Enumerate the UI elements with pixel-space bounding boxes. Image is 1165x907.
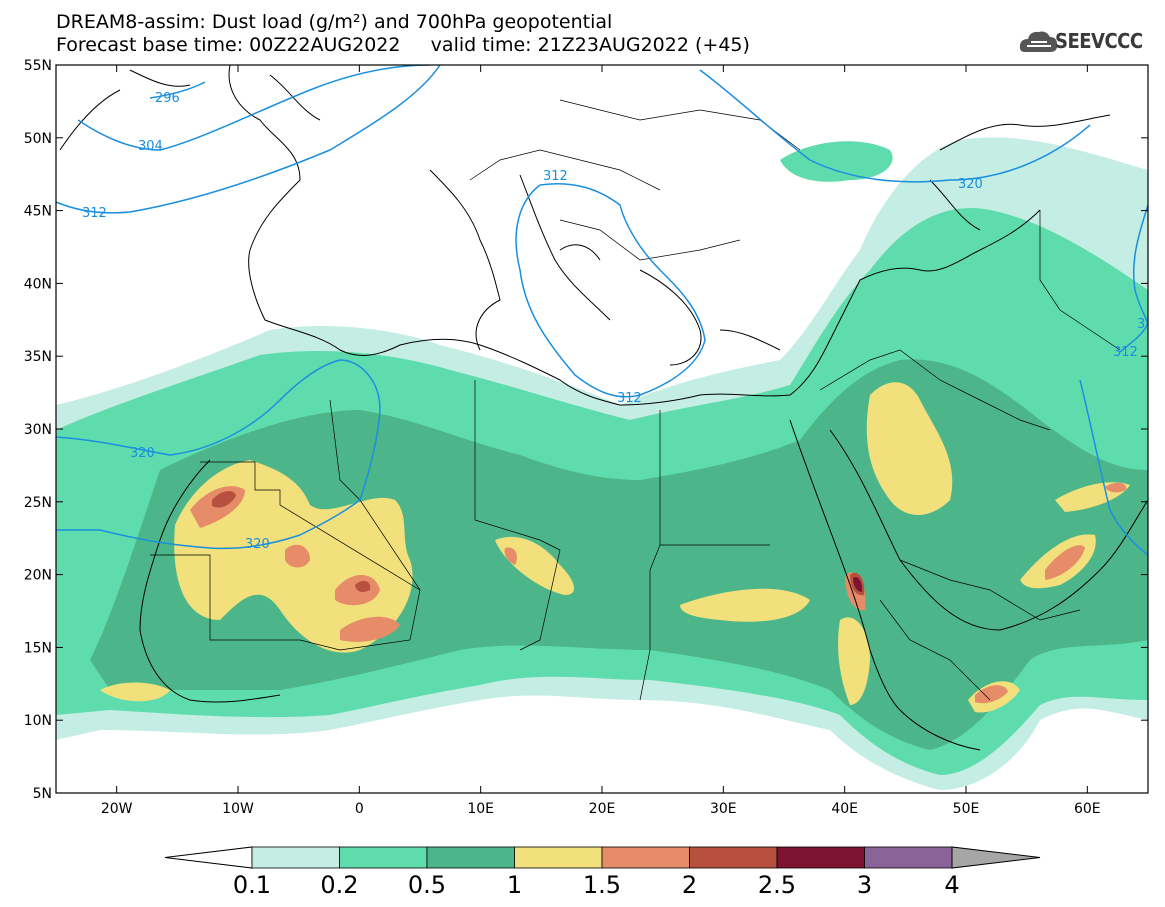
lat-tick-label: 5N xyxy=(33,786,52,802)
dust-band-1.5-west2 xyxy=(285,544,310,568)
dust-band-1.5-niger xyxy=(340,616,400,642)
contour-label-312-c: 312 xyxy=(617,391,642,406)
dust-band-1.5-gulf xyxy=(1105,482,1127,493)
lon-tick-label: 0 xyxy=(355,801,364,817)
map-title: DREAM8-assim: Dust load (g/m²) and 700hP… xyxy=(56,11,613,33)
dust-band-1.5-chad xyxy=(504,547,517,565)
contour-label-312-a: 312 xyxy=(82,206,107,221)
dust-band-1.5-oman xyxy=(1045,545,1085,580)
dust-band-1-redsea xyxy=(838,617,870,705)
lon-tick-label: 60E xyxy=(1074,801,1101,817)
colorbar-label: 2.5 xyxy=(758,871,796,899)
contour-320-east xyxy=(699,69,1091,183)
lat-tick-label: 55N xyxy=(24,58,52,74)
lat-tick-label: 25N xyxy=(24,495,52,511)
contour-312-center xyxy=(515,182,706,398)
lon-tick-label: 10W xyxy=(222,801,254,817)
colorbar-label: 0.1 xyxy=(233,871,271,899)
colorbar-low-arrow xyxy=(164,846,253,869)
lon-tick-label: 50E xyxy=(953,801,980,817)
contour-320-west xyxy=(56,359,381,550)
contour-1148-top xyxy=(1132,204,1148,326)
logo-text: SEEVCCC xyxy=(1055,29,1143,53)
colorbar-swatch xyxy=(601,846,690,869)
lon-tick-label: 30E xyxy=(710,801,737,817)
dust-band-2-mali xyxy=(355,580,371,593)
colorbar-swatch xyxy=(251,846,340,869)
lat-tick-label: 45N xyxy=(24,204,52,220)
contour-label-296: 296 xyxy=(155,91,180,106)
contour-label-320-b: 320 xyxy=(245,537,270,552)
lat-tick-label: 30N xyxy=(24,422,52,438)
dust-band-1.5-somalia xyxy=(975,685,1008,704)
coastlines xyxy=(59,65,1148,751)
colorbar-swatch xyxy=(864,846,953,869)
colorbar-swatch xyxy=(426,846,515,869)
dust-band-1-sahel xyxy=(100,682,170,702)
colorbar-high-arrow xyxy=(951,846,1041,869)
colorbar: 0.1 0.2 0.5 1 1.5 2 2.5 3 4 xyxy=(164,846,1041,899)
lon-tick-label: 40E xyxy=(831,801,858,817)
colorbar-swatch xyxy=(689,846,778,869)
colorbar-label: 2 xyxy=(682,871,697,899)
contour-label-312-d: 312 xyxy=(1113,345,1138,360)
lon-tick-label: 20W xyxy=(101,801,133,817)
colorbar-label: 1 xyxy=(507,871,522,899)
dust-field xyxy=(56,137,1148,790)
contour-label-3: 3 xyxy=(1137,317,1145,332)
geopotential-contours xyxy=(56,65,1148,556)
colorbar-swatch xyxy=(776,846,865,869)
lat-tick-label: 50N xyxy=(24,131,52,147)
dust-band-2.5-redsea xyxy=(853,576,863,592)
contour-label-320-a: 320 xyxy=(130,446,155,461)
lon-tick-label: 10E xyxy=(467,801,494,817)
colorbar-swatch xyxy=(514,846,603,869)
contour-label-312-b: 312 xyxy=(543,169,568,184)
lat-tick-label: 10N xyxy=(24,713,52,729)
contour-label-304: 304 xyxy=(138,139,163,154)
colorbar-label: 3 xyxy=(857,871,872,899)
colorbar-label: 0.2 xyxy=(320,871,358,899)
dust-band-0.2-north xyxy=(780,141,893,182)
latitude-axis: 55N 50N 45N 40N 35N 30N 25N 20N 15N 10N 5N xyxy=(24,58,1148,802)
dust-band-1-sudan xyxy=(680,588,810,622)
lat-tick-label: 40N xyxy=(24,276,52,292)
contour-296 xyxy=(149,81,206,99)
lat-tick-label: 35N xyxy=(24,349,52,365)
longitude-axis: 20W 10W 0 10E 20E 30E 40E 50E 60E xyxy=(101,65,1101,817)
colorbar-label: 4 xyxy=(944,871,959,899)
contour-304 xyxy=(77,65,431,151)
contour-312-west xyxy=(56,65,441,214)
dust-band-2-mauritania xyxy=(212,491,236,508)
lon-tick-label: 20E xyxy=(589,801,616,817)
cloud-logo-icon xyxy=(1019,31,1058,52)
contour-labels: 296 304 312 312 312 320 320 320 312 3 xyxy=(82,91,1145,552)
colorbar-label: 0.5 xyxy=(408,871,446,899)
lat-tick-label: 20N xyxy=(24,568,52,584)
contour-label-320-c: 320 xyxy=(958,177,983,192)
lat-tick-label: 15N xyxy=(24,640,52,656)
colorbar-label: 1.5 xyxy=(583,871,621,899)
colorbar-swatch xyxy=(339,846,428,869)
forecast-time-label: Forecast base time: 00Z22AUG2022 valid t… xyxy=(56,34,750,56)
dust-band-1-arabia xyxy=(866,382,953,515)
